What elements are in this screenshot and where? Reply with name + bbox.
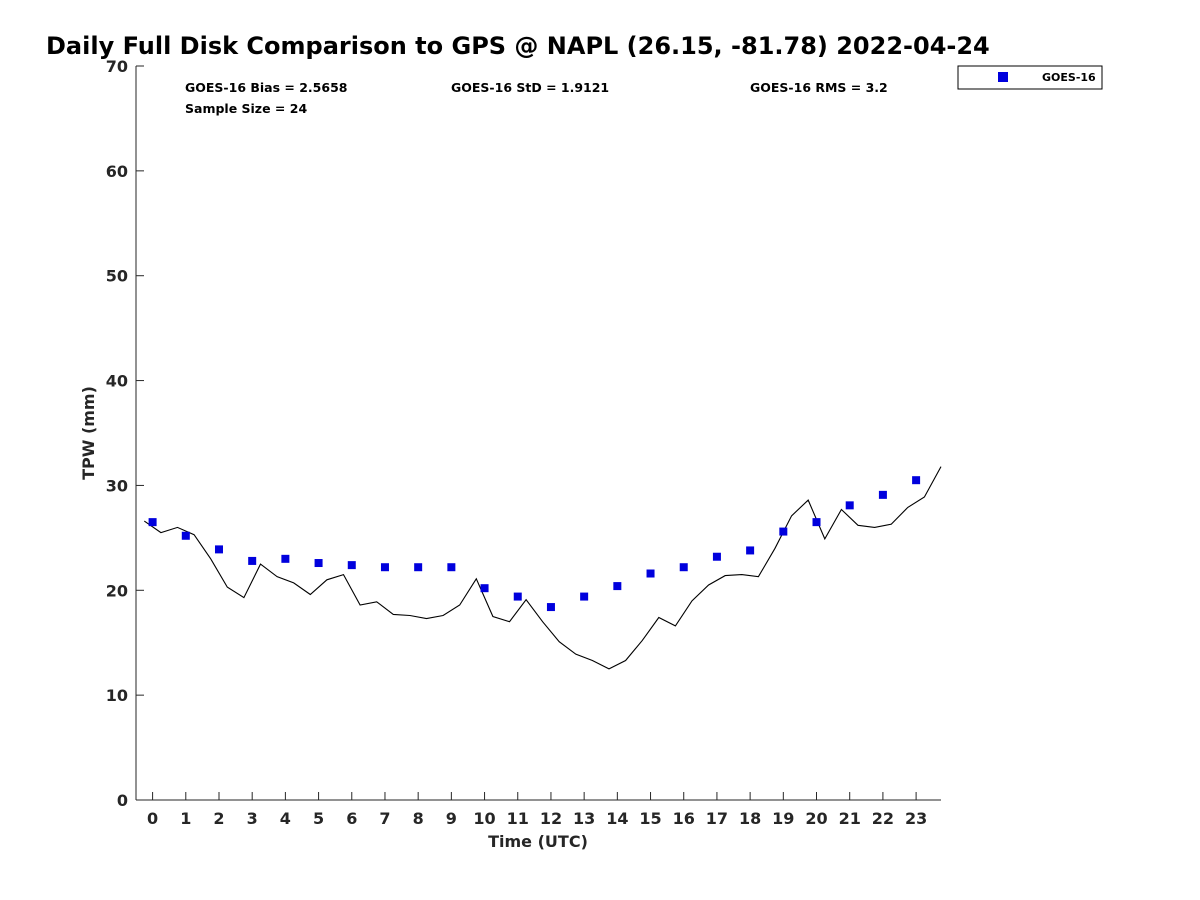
x-tick-label: 17 [706, 809, 728, 828]
data-point [314, 559, 323, 568]
chart-title: Daily Full Disk Comparison to GPS @ NAPL… [46, 32, 990, 60]
x-axis-ticks: 0 1 2 3 4 5 6 7 8 9 10 11 12 13 14 15 16 17 18 19 20 21 22 23 [147, 792, 927, 828]
data-point [779, 527, 788, 536]
data-point [248, 556, 257, 565]
x-tick-label: 16 [673, 809, 695, 828]
y-tick-label: 50 [106, 267, 128, 286]
x-tick-label: 18 [739, 809, 761, 828]
y-tick-label: 10 [106, 686, 128, 705]
legend-marker [998, 72, 1008, 82]
x-tick-label: 6 [346, 809, 357, 828]
y-tick-label: 60 [106, 162, 128, 181]
y-tick-label: 70 [106, 57, 128, 76]
x-tick-label: 5 [313, 809, 324, 828]
data-point [380, 563, 389, 572]
data-point [679, 563, 688, 572]
y-tick-label: 0 [117, 791, 128, 810]
y-axis-label: TPW (mm) [79, 386, 98, 480]
data-point [812, 518, 821, 527]
data-point [646, 569, 655, 578]
x-tick-label: 21 [839, 809, 861, 828]
data-point [746, 546, 755, 555]
x-tick-label: 1 [180, 809, 191, 828]
x-tick-label: 7 [379, 809, 390, 828]
data-point [546, 603, 555, 612]
x-axis-label: Time (UTC) [488, 832, 588, 851]
gps-line [143, 466, 942, 670]
x-tick-label: 3 [247, 809, 258, 828]
x-tick-label: 23 [905, 809, 927, 828]
data-point [414, 563, 423, 572]
sample-size-stat: Sample Size = 24 [185, 101, 307, 116]
x-tick-label: 22 [872, 809, 894, 828]
x-tick-label: 4 [280, 809, 291, 828]
x-tick-label: 15 [639, 809, 661, 828]
x-tick-label: 20 [805, 809, 827, 828]
data-point [148, 518, 157, 527]
x-tick-label: 9 [446, 809, 457, 828]
data-point [181, 531, 190, 540]
data-point [347, 561, 356, 570]
bias-stat: GOES-16 Bias = 2.5658 [185, 80, 347, 95]
data-point [613, 582, 622, 591]
y-axis-ticks: 0 10 20 30 40 50 60 70 [106, 57, 144, 810]
y-tick-label: 40 [106, 372, 128, 391]
data-point [281, 554, 290, 563]
x-tick-label: 13 [573, 809, 595, 828]
data-point [513, 592, 522, 601]
x-tick-label: 0 [147, 809, 158, 828]
legend: GOES-16 [957, 65, 1103, 90]
x-tick-label: 12 [540, 809, 562, 828]
x-tick-label: 8 [413, 809, 424, 828]
data-point [580, 592, 589, 601]
data-point [214, 545, 223, 554]
x-tick-label: 10 [473, 809, 495, 828]
legend-label: GOES-16 [1042, 71, 1096, 84]
x-tick-label: 11 [507, 809, 529, 828]
data-point [447, 563, 456, 572]
data-point [480, 584, 489, 593]
x-tick-label: 19 [772, 809, 794, 828]
data-point [712, 552, 721, 561]
x-tick-label: 2 [213, 809, 224, 828]
legend-box [957, 65, 1103, 90]
std-stat: GOES-16 StD = 1.9121 [451, 80, 609, 95]
rms-stat: GOES-16 RMS = 3.2 [750, 80, 888, 95]
data-point [845, 501, 854, 510]
x-tick-label: 14 [606, 809, 628, 828]
data-point [912, 476, 921, 485]
data-point [878, 490, 887, 499]
y-tick-label: 30 [106, 476, 128, 495]
axes [135, 66, 941, 801]
y-tick-label: 20 [106, 581, 128, 600]
plot-area [143, 466, 942, 670]
